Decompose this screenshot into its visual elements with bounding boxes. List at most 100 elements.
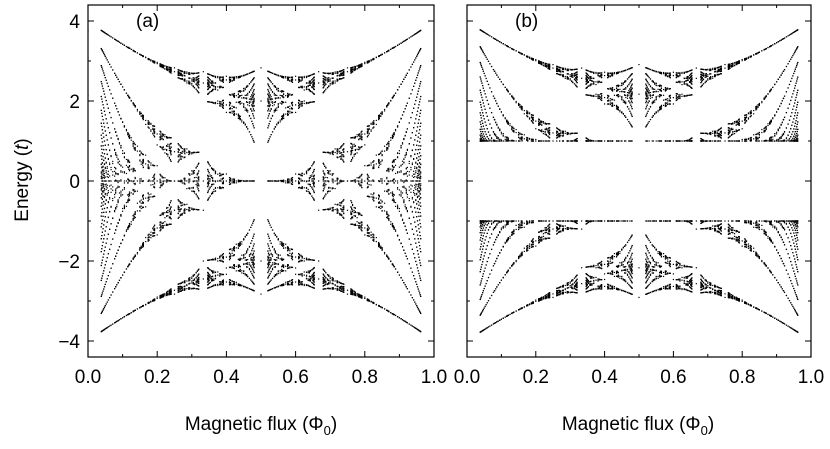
data-point [414, 176, 416, 178]
data-point [312, 275, 314, 278]
data-point [241, 270, 243, 272]
data-point [219, 105, 221, 107]
data-point [289, 182, 291, 184]
data-point [103, 153, 106, 155]
data-point [214, 88, 217, 90]
data-point [178, 287, 180, 289]
data-point [285, 77, 287, 79]
data-point [231, 93, 233, 95]
data-point [414, 194, 416, 196]
data-point [334, 288, 336, 290]
data-point [134, 106, 136, 108]
data-point [105, 79, 107, 81]
data-point [147, 192, 149, 195]
data-point [360, 146, 362, 148]
data-point [147, 192, 149, 194]
data-point [228, 81, 231, 83]
data-point [251, 110, 253, 112]
data-point [116, 173, 118, 175]
data-point [193, 283, 196, 285]
data-point [267, 264, 270, 266]
data-point [238, 264, 240, 266]
data-point [196, 72, 198, 74]
data-point [351, 291, 354, 293]
data-point [273, 128, 275, 130]
data-point [378, 246, 380, 248]
data-point [104, 114, 106, 116]
data-point [279, 90, 281, 92]
data-point [400, 192, 402, 194]
data-point [160, 214, 162, 216]
data-point [268, 262, 270, 264]
data-point [195, 72, 197, 74]
data-point [114, 128, 116, 130]
data-point [186, 151, 188, 154]
data-point [351, 204, 354, 207]
data-point [132, 167, 134, 169]
data-point [251, 267, 253, 269]
data-point [401, 192, 404, 194]
data-point [243, 180, 245, 182]
data-point [414, 122, 416, 124]
data-point [117, 78, 119, 80]
data-point [270, 264, 272, 266]
data-point [169, 70, 171, 72]
data-point [140, 207, 142, 210]
data-point [305, 275, 308, 277]
data-point [433, 133, 434, 135]
data-point [109, 112, 111, 114]
data-point [312, 73, 314, 76]
data-point [279, 119, 281, 121]
data-point [392, 167, 394, 169]
data-point [177, 206, 179, 208]
data-point [311, 74, 313, 76]
data-point [147, 167, 149, 170]
data-point [295, 267, 297, 269]
data-point [285, 265, 287, 267]
data-point [277, 106, 279, 108]
data-point [247, 249, 249, 251]
data-point [183, 178, 185, 180]
data-point [208, 77, 210, 80]
data-point [140, 180, 142, 182]
data-point [381, 159, 383, 161]
data-point [334, 187, 336, 190]
data-point [307, 272, 309, 274]
data-point [354, 135, 356, 138]
data-point [341, 201, 343, 203]
data-point [378, 115, 380, 118]
data-point [208, 180, 210, 182]
data-point [416, 157, 418, 159]
data-point [196, 209, 198, 211]
data-point [197, 172, 199, 175]
data-point [360, 296, 362, 298]
data-point [325, 281, 327, 283]
data-point [102, 329, 104, 332]
data-point [110, 205, 112, 208]
data-point [107, 216, 109, 218]
data-point [191, 84, 193, 86]
data-point [404, 76, 406, 78]
data-point [410, 36, 412, 38]
data-point [107, 253, 109, 255]
data-point [394, 172, 397, 175]
data-point [102, 166, 104, 168]
data-point [250, 108, 252, 111]
data-point [162, 133, 164, 135]
data-point [123, 206, 126, 208]
data-point [161, 148, 163, 150]
data-point [279, 241, 281, 243]
data-point [160, 226, 162, 228]
data-point [341, 208, 343, 211]
data-point [415, 79, 417, 81]
data-point [162, 212, 164, 214]
data-point [104, 192, 106, 195]
data-point [152, 180, 154, 182]
data-point [197, 278, 199, 280]
data-point [271, 131, 274, 133]
data-point [186, 71, 188, 73]
data-point [271, 254, 274, 256]
data-point [250, 265, 252, 268]
data-point [325, 208, 327, 211]
data-point [396, 316, 399, 318]
